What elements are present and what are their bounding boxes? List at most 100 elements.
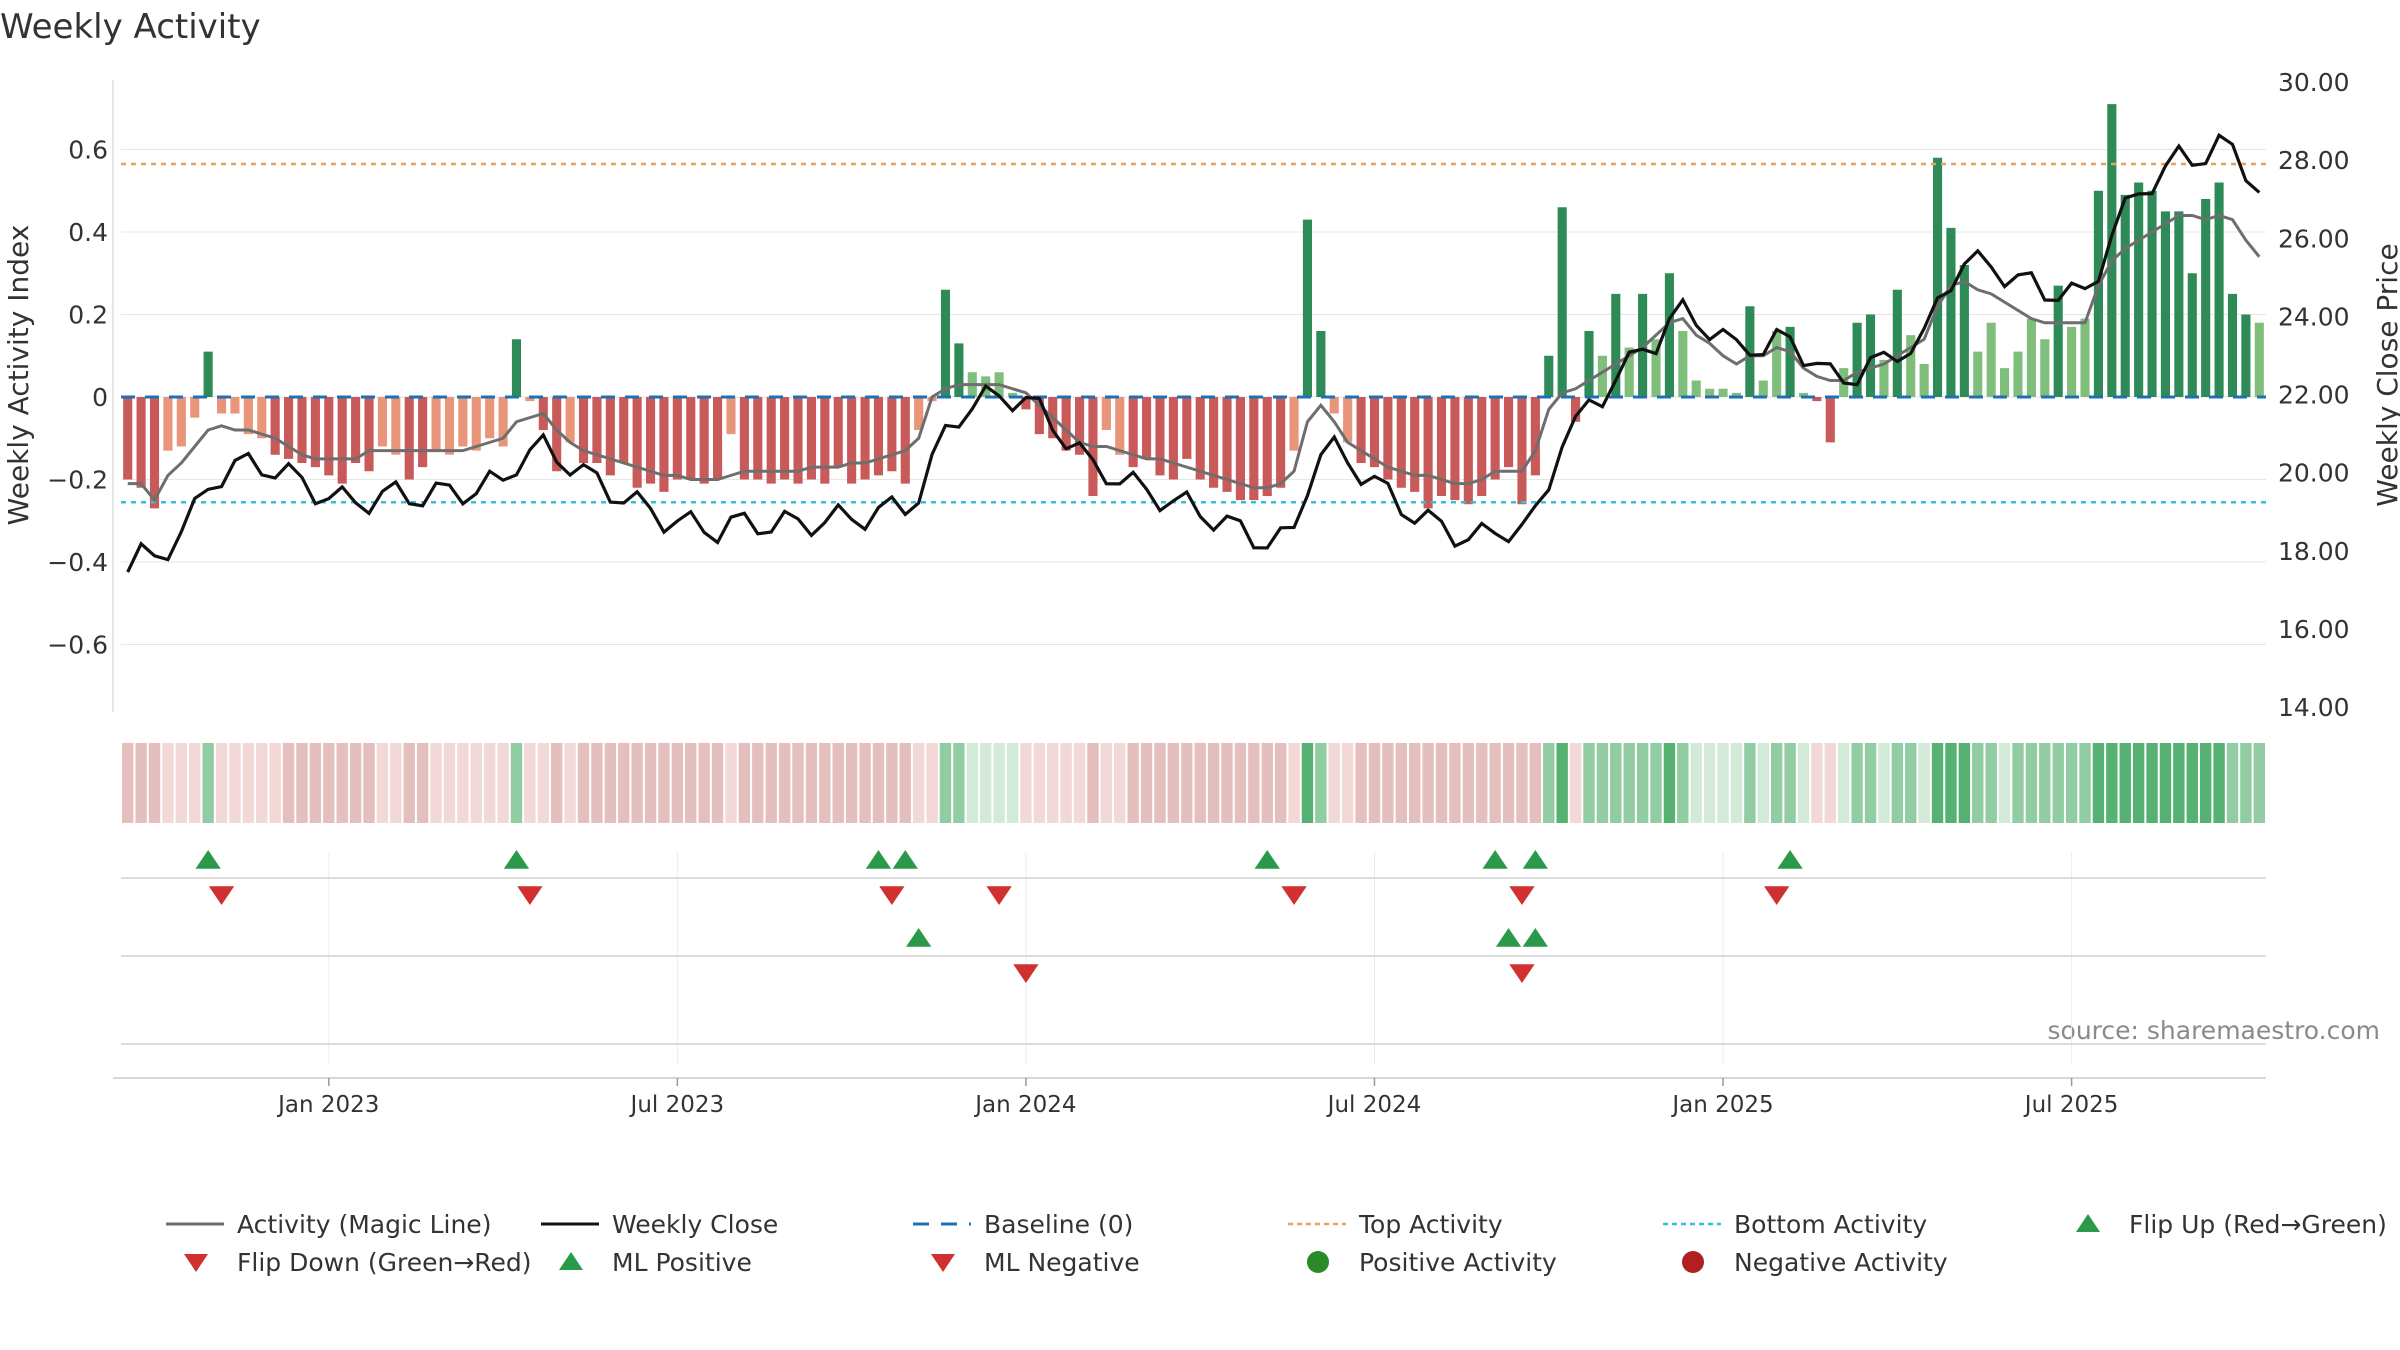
y-left-tick-label: −0.4 xyxy=(47,548,108,577)
activity-bar xyxy=(1209,397,1219,488)
strip-cell xyxy=(1422,743,1434,823)
activity-bar xyxy=(1396,397,1406,488)
activity-bar xyxy=(793,397,803,484)
activity-bar xyxy=(444,397,455,455)
strip-cell xyxy=(1730,743,1743,823)
strip-cell xyxy=(1811,743,1823,823)
activity-bar xyxy=(847,397,857,484)
ml-negative-marker xyxy=(1013,964,1039,983)
activity-bar xyxy=(471,397,481,451)
strip-cell xyxy=(537,743,549,823)
y-left-tick-label: −0.6 xyxy=(47,631,108,660)
strip-cell xyxy=(2146,743,2158,823)
strip-cell xyxy=(1315,743,1327,823)
strip-cell xyxy=(1409,743,1421,823)
activity-bar xyxy=(337,397,347,484)
activity-bar xyxy=(1155,397,1165,476)
activity-bar xyxy=(1973,351,1983,397)
flip-down-marker xyxy=(1764,886,1790,905)
strip-cell xyxy=(859,743,871,823)
strip-cell xyxy=(1610,743,1622,823)
activity-bar xyxy=(1182,397,1192,459)
activity-bar xyxy=(1865,314,1876,397)
activity-bar xyxy=(2241,314,2251,397)
activity-bar xyxy=(766,397,776,484)
activity-bar xyxy=(404,397,414,480)
activity-bar xyxy=(820,397,830,484)
activity-bar xyxy=(418,397,428,468)
activity-bar xyxy=(1061,397,1071,451)
x-tick-label: Jul 2025 xyxy=(2023,1092,2119,1118)
strip-cell xyxy=(430,743,442,823)
activity-bar xyxy=(2107,104,2117,397)
strip-cell xyxy=(738,743,751,823)
strip-cell xyxy=(510,743,523,823)
strip-cell xyxy=(1006,743,1019,823)
strip-cell xyxy=(1355,743,1367,823)
legend-item-bottom: Bottom Activity xyxy=(1663,1210,1927,1239)
activity-bar xyxy=(1731,392,1742,397)
flip-up-marker xyxy=(1254,850,1280,869)
legend-item-magic: Activity (Magic Line) xyxy=(166,1210,491,1239)
strip-cell xyxy=(2025,743,2038,823)
strip-cell xyxy=(631,743,643,823)
strip-cell xyxy=(832,743,844,823)
strip-cell xyxy=(1596,743,1609,823)
strip-cell xyxy=(2092,743,2105,823)
activity-bar xyxy=(203,351,213,397)
activity-bar xyxy=(1168,397,1178,480)
activity-strip xyxy=(122,743,2265,823)
activity-bar xyxy=(123,397,133,480)
strip-cell xyxy=(1100,743,1113,823)
activity-bar xyxy=(2120,194,2130,397)
strip-cell xyxy=(1864,743,1877,823)
activity-bar xyxy=(860,397,870,480)
legend-swatch xyxy=(559,1252,583,1270)
activity-bar xyxy=(659,397,669,492)
activity-bar xyxy=(1705,388,1715,397)
source-note: source: sharemaestro.com xyxy=(2048,1016,2381,1045)
activity-bar xyxy=(1235,397,1245,501)
ml-positive-marker xyxy=(906,928,932,947)
x-tick-label: Jul 2023 xyxy=(629,1092,725,1118)
strip-cell xyxy=(1395,743,1407,823)
strip-cell xyxy=(926,743,938,823)
strip-cell xyxy=(1945,743,1957,823)
activity-bar xyxy=(2174,211,2184,397)
legend-item-flipup: Flip Up (Red→Green) xyxy=(2076,1210,2387,1239)
strip-cell xyxy=(993,743,1005,823)
activity-bar xyxy=(1557,207,1567,397)
legend-item-top: Top Activity xyxy=(1288,1210,1503,1239)
y-right-tick-label: 20.00 xyxy=(2278,459,2350,488)
strip-cell xyxy=(591,743,603,823)
activity-bar xyxy=(1450,397,1460,501)
activity-bar xyxy=(1503,397,1514,468)
strip-cell xyxy=(1905,743,1917,823)
activity-bar xyxy=(1919,364,1929,397)
strip-cell xyxy=(845,743,858,823)
activity-bar xyxy=(806,397,816,480)
activity-bar xyxy=(485,397,495,439)
strip-cell xyxy=(1784,743,1796,823)
x-tick-label: Jul 2024 xyxy=(1326,1092,1422,1118)
strip-cell xyxy=(2253,743,2265,823)
strip-cell xyxy=(912,743,925,823)
magic-line xyxy=(127,213,2261,503)
strip-cell xyxy=(175,743,188,823)
y-left-tick-label: −0.2 xyxy=(47,466,108,495)
strip-cell xyxy=(1502,743,1515,823)
flip-down-marker xyxy=(879,886,905,905)
activity-bar xyxy=(270,397,280,455)
strip-cell xyxy=(1972,743,1984,823)
strip-cell xyxy=(1851,743,1863,823)
strip-cell xyxy=(1703,743,1716,823)
flip-down-marker xyxy=(1281,886,1307,905)
strip-cell xyxy=(564,743,576,823)
x-tick-label: Jan 2025 xyxy=(1670,1092,1773,1118)
activity-bar xyxy=(2227,293,2238,397)
y-right-tick-label: 18.00 xyxy=(2278,537,2350,566)
strip-cell xyxy=(1663,743,1676,823)
strip-cell xyxy=(778,743,791,823)
legend-item-flipdown: Flip Down (Green→Red) xyxy=(184,1248,532,1277)
strip-cell xyxy=(1234,743,1247,823)
